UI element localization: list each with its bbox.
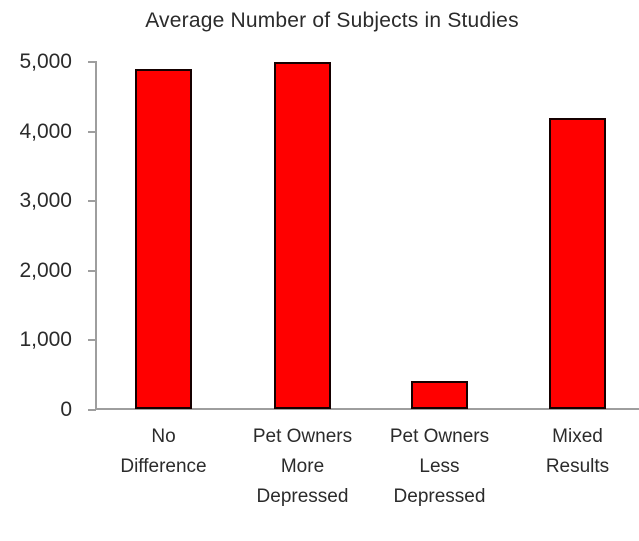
x-axis-label: Mixed Results [545,426,610,477]
y-tick-label: 3,000 [19,189,72,213]
y-tick-mark [88,200,96,203]
y-tick-label: 4,000 [19,119,72,143]
y-tick-mark [88,339,96,342]
y-tick-mark [88,61,96,63]
bar-mixed-results [549,118,606,409]
y-tick-label: 1,000 [19,328,72,352]
bar-no-difference [135,69,192,409]
x-axis-label: Pet Owners More Depressed [252,426,353,507]
y-tick-mark [88,269,96,272]
y-tick-label: 2,000 [19,258,72,282]
x-axis-label: No Difference [120,426,207,477]
plot-area [96,61,639,409]
y-tick-label: 0 [60,398,72,421]
y-axis-line [95,61,97,409]
y-tick-label: 5,000 [19,50,72,73]
bar-pet-owners-more-depressed [274,62,331,409]
chart-title: Average Number of Subjects in Studies [145,9,519,32]
y-tick-mark [88,409,96,411]
bar-pet-owners-less-depressed [411,381,468,409]
x-axis-line [95,408,639,410]
x-axis-label: Pet Owners Less Depressed [389,426,490,507]
y-tick-mark [88,130,96,133]
